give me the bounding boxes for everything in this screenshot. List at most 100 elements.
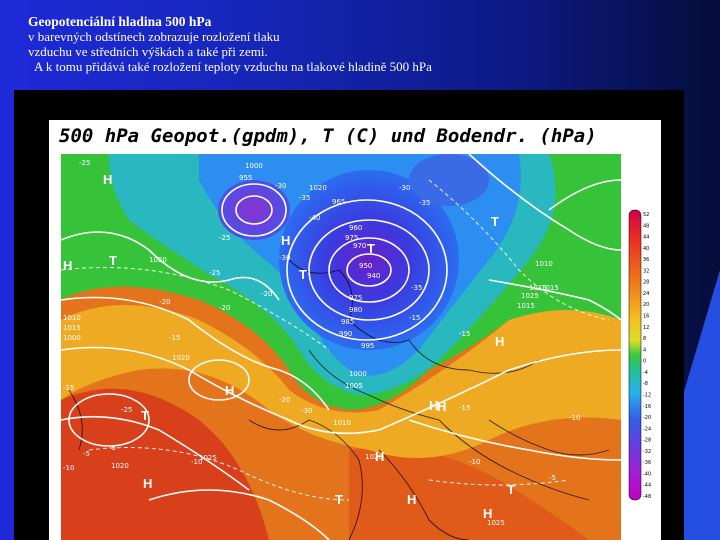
temperature-label: -25 <box>79 159 90 167</box>
high-low-marker: H <box>483 506 492 521</box>
scale-tick-label: 48 <box>643 223 649 229</box>
temperature-label: -25 <box>219 234 230 242</box>
scale-tick-label: -48 <box>643 494 651 500</box>
high-low-marker: H <box>437 399 446 414</box>
pressure-label: 1010 <box>333 419 351 427</box>
pressure-label: 990 <box>339 330 352 338</box>
scale-tick-label: 12 <box>643 325 649 331</box>
scale-tick-label: -12 <box>643 392 651 398</box>
pressure-label: 940 <box>367 272 380 280</box>
temperature-label: -25 <box>121 406 132 414</box>
geopotential-contours <box>60 153 622 540</box>
pressure-label: 970 <box>353 242 366 250</box>
scale-tick-label: 4 <box>643 347 646 353</box>
temperature-label: -30 <box>279 254 290 262</box>
scale-tick-label: 36 <box>643 257 649 263</box>
pressure-label: 1020 <box>309 184 327 192</box>
scale-tick-label: -24 <box>643 426 651 432</box>
high-low-marker: H <box>225 383 234 398</box>
scale-tick-label: -36 <box>643 460 651 466</box>
hot-zone-south <box>349 448 589 540</box>
pressure-label: 1015 <box>541 284 559 292</box>
temperature-label: -30 <box>301 407 312 415</box>
pressure-centers: H H H T T T T H H H H T H H T T H H <box>63 172 515 521</box>
temperature-label: -10 <box>63 464 74 472</box>
high-low-marker: T <box>109 253 117 268</box>
scale-tick-label: -40 <box>643 471 651 477</box>
pressure-label: 1015 <box>63 324 81 332</box>
scale-tick-label: 0 <box>643 359 646 365</box>
slide-line-3: A k tomu přidává také rozložení teploty … <box>34 59 432 74</box>
scale-tick-label: -28 <box>643 438 651 444</box>
scale-tick-label: -4 <box>643 370 648 376</box>
low-pressure-north <box>409 154 489 206</box>
high-low-marker: H <box>63 258 72 273</box>
scale-tick-labels: 5248444036322824201612840-4-8-12-16-20-2… <box>643 212 651 500</box>
high-low-marker: H <box>103 172 112 187</box>
temperature-label: -15 <box>459 330 470 338</box>
scale-tick-label: -32 <box>643 449 651 455</box>
coastlines <box>68 259 610 540</box>
pressure-label: 975 <box>349 294 362 302</box>
pressure-label: 995 <box>361 342 374 350</box>
temperature-label: -15 <box>169 334 180 342</box>
temperature-label: -5 <box>83 450 90 458</box>
high-low-marker: T <box>141 408 149 423</box>
high-low-marker: H <box>429 398 438 413</box>
pressure-label: 1005 <box>345 382 363 390</box>
temperature-label: -10 <box>469 458 480 466</box>
temperature-labels: -25 -30 -35 -40 -35 -30 -25 -20 -15 -10 … <box>63 159 580 482</box>
pressure-label: 985 <box>341 318 354 326</box>
temperature-contours <box>60 179 610 501</box>
temperature-label: -30 <box>399 184 410 192</box>
pressure-label: 1020 <box>149 256 167 264</box>
pressure-labels: 1000 955 1020 965 960 975 970 950 940 97… <box>63 162 559 527</box>
map-title: 500 hPa Geopot.(gpdm), T (C) und Bodendr… <box>59 125 597 147</box>
scale-tick-label: 16 <box>643 314 649 320</box>
pressure-label: 1015 <box>529 284 547 292</box>
low-pressure-core <box>279 170 459 350</box>
pressure-label: 980 <box>349 306 362 314</box>
high-low-marker: T <box>335 492 343 507</box>
scale-tick-label: -8 <box>643 381 648 387</box>
temperature-label: -20 <box>261 290 272 298</box>
scale-tick-label: 44 <box>643 235 649 241</box>
temperature-label: -25 <box>209 269 220 277</box>
temperature-label: -15 <box>63 384 74 392</box>
pressure-label: 1000 <box>349 370 367 378</box>
low-pressure-secondary <box>218 180 290 240</box>
high-low-marker: T <box>507 482 515 497</box>
high-low-marker: H <box>143 476 152 491</box>
yellow-band <box>61 290 621 458</box>
hot-zone-southwest <box>61 388 269 540</box>
slide-line-1: v barevných odstínech zobrazuje rozložen… <box>28 29 280 44</box>
scale-tick-label: -44 <box>643 483 651 489</box>
scale-tick-label: 32 <box>643 268 649 274</box>
high-low-marker: H <box>495 334 504 349</box>
temperature-label: -10 <box>191 458 202 466</box>
pressure-label: 1020 <box>111 462 129 470</box>
pressure-label: 975 <box>345 234 358 242</box>
map-plot-area <box>60 153 622 540</box>
high-low-marker: H <box>375 449 384 464</box>
pressure-label: 965 <box>332 198 345 206</box>
temperature-scale: 5248444036322824201612840-4-8-12-16-20-2… <box>628 209 651 501</box>
scale-tick-label: -16 <box>643 404 651 410</box>
pressure-label: 1020 <box>365 453 383 461</box>
temperature-label: -20 <box>219 304 230 312</box>
high-low-marker: T <box>367 241 375 256</box>
temperature-label: -5 <box>109 444 116 452</box>
pressure-label: 955 <box>239 174 252 182</box>
temperature-label: -10 <box>569 414 580 422</box>
pressure-label: 1025 <box>521 292 539 300</box>
scale-tick-label: 20 <box>643 302 649 308</box>
pressure-label: 1020 <box>172 354 190 362</box>
pressure-label: 1010 <box>63 314 81 322</box>
temperature-scale-bar <box>628 209 642 501</box>
scale-tick-label: 28 <box>643 280 649 286</box>
scale-tick-label: 52 <box>643 212 649 218</box>
slide-title: Geopotenciální hladina 500 hPa <box>28 14 212 29</box>
temperature-label: -30 <box>275 182 286 190</box>
pressure-label: 1000 <box>63 334 81 342</box>
high-low-marker: T <box>491 214 499 229</box>
